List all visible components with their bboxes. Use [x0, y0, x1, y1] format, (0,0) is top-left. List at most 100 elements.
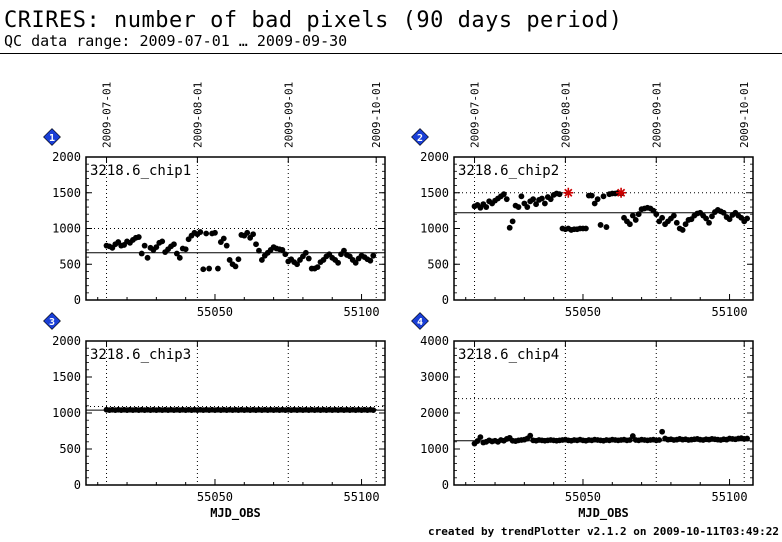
data-point: [673, 219, 680, 226]
data-point: [679, 227, 686, 233]
data-point: [176, 254, 183, 261]
data-point: [503, 196, 510, 203]
data-point: [583, 225, 589, 232]
y-tick-label: 2000: [52, 150, 81, 164]
data-point: [659, 428, 666, 435]
data-point: [182, 246, 189, 253]
y-tick-label: 1000: [52, 222, 81, 236]
y-tick-label: 500: [59, 442, 81, 456]
data-point: [223, 242, 230, 249]
y-tick-label: 2000: [420, 406, 449, 420]
data-point: [220, 235, 227, 242]
page-title: CRIRES: number of bad pixels (90 days pe…: [4, 8, 623, 33]
chart-panel-1: 0 500 1000 1500 2000 55050 55100 2009-07-01 2009…: [43, 82, 386, 319]
footer-credit: created by trendPlotter v2.1.2 on 2009-1…: [428, 525, 779, 538]
data-point: [477, 434, 484, 441]
data-point: [483, 204, 490, 210]
date-tick-label: 2009-08-01: [559, 82, 572, 148]
y-tick-label: 2000: [52, 334, 81, 348]
data-point: [588, 192, 595, 199]
data-point: [720, 209, 727, 216]
data-point: [314, 264, 321, 271]
panel-number-diamond: [43, 128, 61, 146]
x-axis-label: MJD_OBS: [210, 506, 261, 521]
x-tick-label: 55100: [343, 305, 379, 319]
data-point: [506, 224, 513, 231]
data-point: [279, 247, 286, 253]
data-point: [203, 230, 210, 237]
data-point: [206, 265, 213, 272]
data-point: [670, 212, 677, 219]
data-point: [629, 212, 636, 219]
panel-label: 3218.6_chip1: [90, 163, 191, 179]
x-tick-label: 55100: [343, 490, 379, 504]
data-point: [352, 259, 359, 266]
data-point: [305, 255, 312, 262]
data-point: [556, 191, 563, 198]
panel-number-diamond: [43, 312, 61, 330]
data-point: [530, 196, 537, 203]
x-tick-label: 55050: [565, 490, 601, 504]
x-tick-label: 55050: [197, 490, 233, 504]
data-point: [591, 200, 598, 207]
data-point: [706, 219, 712, 226]
chart-panel-4: 0 1000 2000 3000 4000 55050 55100 3218.6_chip4 4…: [411, 312, 754, 521]
data-point: [653, 211, 660, 218]
date-tick-label: 2009-09-01: [650, 82, 663, 148]
data-point: [144, 254, 151, 261]
data-point: [153, 244, 160, 250]
data-point: [141, 242, 148, 249]
data-point: [367, 257, 374, 264]
data-point: [244, 229, 251, 236]
data-point: [659, 214, 666, 221]
data-point: [335, 259, 341, 266]
x-tick-label: 55100: [711, 490, 747, 504]
panel-number-diamond: [411, 312, 429, 330]
date-tick-label: 2009-08-01: [191, 82, 204, 148]
y-tick-label: 1000: [420, 222, 449, 236]
page-subtitle: QC data range: 2009-07-01 … 2009-09-30: [4, 32, 348, 50]
y-tick-label: 1500: [52, 186, 81, 200]
data-point: [302, 249, 309, 256]
date-tick-label: 2009-07-01: [469, 82, 482, 148]
data-point-star-stroke: [617, 188, 626, 197]
title-divider: [0, 53, 782, 54]
data-point: [744, 435, 751, 442]
data-point: [515, 204, 522, 210]
data-point: [258, 257, 265, 263]
data-point-star: [616, 187, 627, 198]
y-tick-label: 0: [74, 478, 81, 492]
data-point: [235, 256, 242, 263]
data-point: [159, 238, 166, 245]
y-tick-label: 0: [442, 478, 449, 492]
data-point: [250, 231, 256, 238]
date-tick-label: 2009-07-01: [101, 82, 114, 148]
data-point: [539, 195, 545, 202]
data-point: [709, 213, 715, 220]
y-tick-label: 500: [427, 257, 449, 271]
date-tick-label: 2009-10-01: [370, 82, 383, 148]
data-point: [600, 193, 607, 200]
data-point: [197, 229, 204, 235]
data-point: [533, 201, 539, 208]
data-point-star-stroke: [564, 188, 573, 197]
data-point: [632, 217, 639, 223]
y-tick-label: 1500: [52, 370, 81, 384]
y-tick-label: 1500: [420, 186, 449, 200]
x-axis-label: MJD_OBS: [578, 506, 629, 521]
y-tick-label: 0: [74, 293, 81, 307]
data-point: [135, 234, 142, 240]
data-point: [370, 252, 377, 259]
data-point: [656, 437, 663, 443]
data-point: [370, 407, 377, 414]
data-point: [215, 265, 221, 272]
data-point: [138, 250, 145, 257]
panel-number: 1: [49, 133, 55, 144]
y-tick-label: 500: [59, 257, 81, 271]
data-point: [703, 215, 709, 222]
data-point: [527, 432, 534, 439]
data-point: [173, 250, 180, 257]
data-point: [603, 224, 610, 230]
